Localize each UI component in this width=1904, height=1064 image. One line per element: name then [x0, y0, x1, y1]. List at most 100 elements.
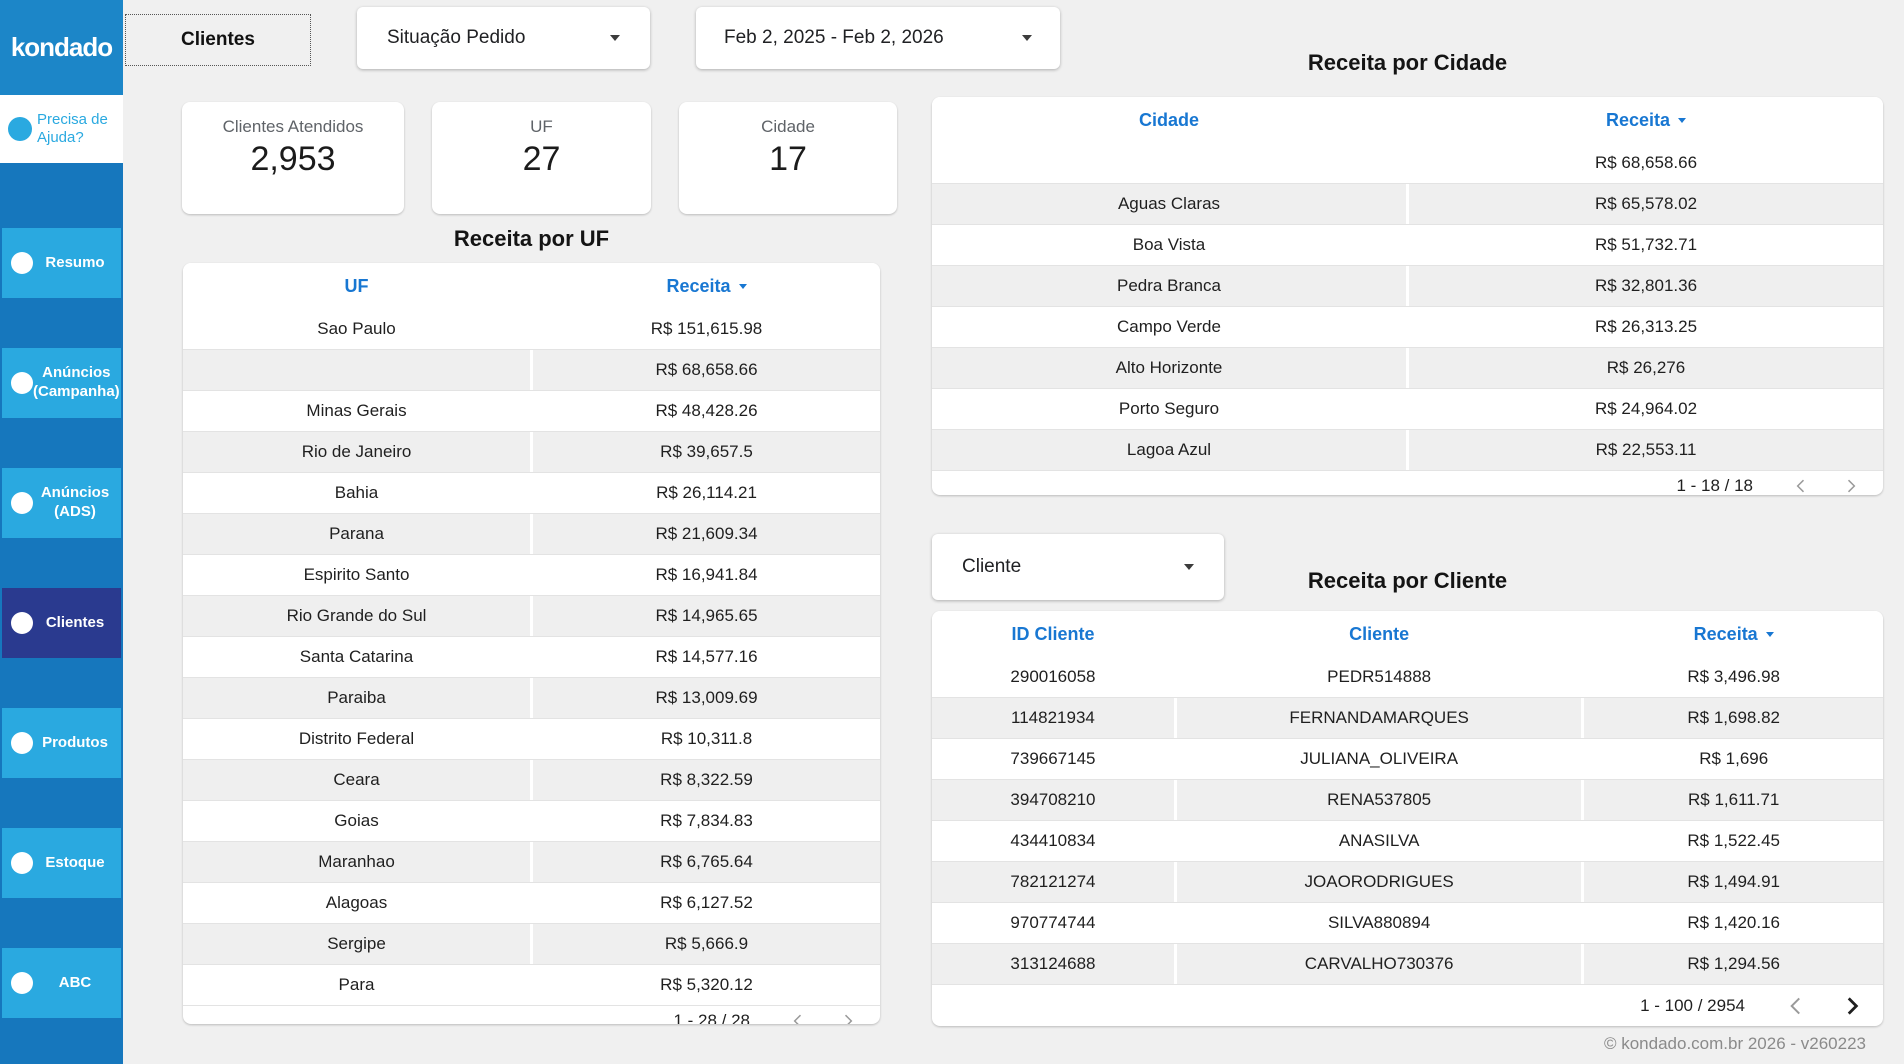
table-row: Minas Gerais R$ 48,428.26	[183, 390, 880, 431]
kondado-logo: kondado	[0, 0, 123, 95]
table-cell: R$ 6,765.64	[533, 842, 880, 882]
table-row: 434410834 ANASILVA R$ 1,522.45	[932, 820, 1883, 861]
column-header-cliente[interactable]: Cliente	[1177, 611, 1581, 657]
table-cell	[183, 350, 530, 390]
table-row: Paraiba R$ 13,009.69	[183, 677, 880, 718]
sidebar-item-label: Produtos	[42, 733, 108, 751]
table-cell: JOAORODRIGUES	[1176, 862, 1582, 902]
table-cell: R$ 3,496.98	[1687, 667, 1780, 686]
table-cell: Santa Catarina	[299, 647, 414, 666]
chevron-down-icon	[1184, 564, 1194, 570]
table-header-row: UF Receita	[183, 263, 880, 309]
table-row: Santa Catarina R$ 14,577.16	[183, 636, 880, 677]
bullet-icon	[11, 972, 33, 994]
next-page-button[interactable]	[1841, 476, 1861, 495]
table-row: Lagoa Azul R$ 22,553.11	[932, 429, 1883, 470]
column-header-receita[interactable]: Receita	[1409, 97, 1883, 143]
column-header-receita[interactable]: Receita	[533, 263, 880, 309]
table-cell: R$ 24,964.02	[1594, 399, 1698, 418]
cliente-filter-value: Cliente	[962, 556, 1022, 577]
column-header-label: Cliente	[1349, 623, 1410, 644]
sidebar-item-precisa-de-ajuda[interactable]: Precisa de Ajuda?	[0, 95, 123, 163]
table-row: 782121274 JOAORODRIGUES R$ 1,494.91	[932, 861, 1883, 902]
table-row: Parana R$ 21,609.34	[183, 513, 880, 554]
column-header-id-cliente[interactable]: ID Cliente	[932, 611, 1174, 657]
pagination-range: 1 - 100 / 2954	[1640, 995, 1745, 1015]
table-cell: R$ 10,311.8	[660, 729, 753, 748]
pagination-range: 1 - 28 / 28	[673, 1011, 750, 1024]
cliente-filter-dropdown[interactable]: Cliente	[932, 534, 1224, 600]
sidebar-item-estoque[interactable]: Estoque	[2, 828, 121, 898]
pagination: 1 - 100 / 2954	[932, 984, 1883, 1026]
chevron-down-icon	[610, 35, 620, 41]
prev-page-button[interactable]	[1783, 993, 1809, 1019]
table-cell: R$ 1,522.45	[1687, 831, 1780, 850]
table-row: Rio de Janeiro R$ 39,657.5	[183, 431, 880, 472]
table-cell: 434410834	[1010, 831, 1096, 850]
scorecard-label: UF	[530, 117, 553, 136]
column-header-cidade[interactable]: Cidade	[932, 97, 1406, 143]
next-page-button[interactable]	[1839, 993, 1865, 1019]
sidebar-item-produtos[interactable]: Produtos	[2, 708, 121, 778]
column-header-uf[interactable]: UF	[183, 263, 530, 309]
table-cell: R$ 26,313.25	[1594, 317, 1698, 336]
prev-page-button[interactable]	[1791, 476, 1811, 495]
table-cell: R$ 7,834.83	[660, 811, 753, 830]
cidade-table-title: Receita por Cidade	[1307, 50, 1508, 75]
table-cell: Pedra Branca	[932, 266, 1406, 306]
prev-page-button[interactable]	[788, 1011, 808, 1024]
sidebar-item-an-ncios-ads[interactable]: Anúncios (ADS)	[2, 468, 121, 538]
table-cell: JULIANA_OLIVEIRA	[1300, 749, 1459, 768]
table-cell: SILVA880894	[1327, 913, 1431, 932]
sidebar-item-label: Clientes	[45, 613, 105, 631]
table-cell: R$ 48,428.26	[655, 401, 758, 420]
table-cell: 739667145	[1010, 749, 1096, 768]
table-cell: R$ 22,553.11	[1409, 430, 1883, 470]
table-cell: Campo Verde	[1117, 317, 1221, 336]
column-header-label: Receita	[1693, 623, 1758, 644]
table-row: Pedra Branca R$ 32,801.36	[932, 265, 1883, 306]
sidebar-item-abc[interactable]: ABC	[2, 948, 121, 1018]
table-cell: Aguas Claras	[932, 184, 1406, 224]
table-cell: Porto Seguro	[1118, 399, 1220, 418]
table-cell: R$ 5,320.12	[660, 975, 753, 994]
table-row: Maranhao R$ 6,765.64	[183, 841, 880, 882]
sidebar-item-label: Estoque	[45, 853, 105, 871]
help-label: Precisa de Ajuda?	[37, 111, 108, 146]
table-row: 394708210 RENA537805 R$ 1,611.71	[932, 779, 1883, 820]
table-cell: Alto Horizonte	[932, 348, 1406, 388]
next-page-button[interactable]	[838, 1011, 858, 1024]
sidebar-item-an-ncios-campanha[interactable]: Anúncios (Campanha)	[2, 348, 121, 418]
table-row: Porto Seguro R$ 24,964.02	[932, 388, 1883, 429]
table-cell: PEDR514888	[1327, 667, 1432, 686]
table-cell: R$ 8,322.59	[533, 760, 880, 800]
table-cell: R$ 5,666.9	[533, 924, 880, 964]
situacao-pedido-dropdown[interactable]: Situação Pedido	[357, 7, 650, 69]
sidebar-item-label: Anúncios (ADS)	[40, 484, 110, 520]
situacao-pedido-value: Situação Pedido	[387, 27, 526, 48]
sidebar-item-resumo[interactable]: Resumo	[2, 228, 121, 298]
table-row: Alagoas R$ 6,127.52	[183, 882, 880, 923]
table-cell: Parana	[183, 514, 530, 554]
table-cell: Distrito Federal	[298, 729, 415, 748]
scorecard-label: Cidade	[761, 117, 815, 136]
table-cell: R$ 32,801.36	[1409, 266, 1883, 306]
sort-desc-icon	[738, 283, 747, 289]
table-header-row: Cidade Receita	[932, 97, 1883, 143]
table-cell: R$ 1,696	[1699, 749, 1769, 768]
date-range-picker[interactable]: Feb 2, 2025 - Feb 2, 2026	[696, 7, 1060, 69]
clientes-page-button[interactable]: Clientes	[125, 14, 311, 66]
receita-por-uf-table: UF Receita Sao Paulo R$ 151,615.98 R$ 68,658…	[183, 263, 880, 1024]
bullet-icon	[8, 117, 32, 141]
scorecard-value: 17	[769, 140, 807, 178]
table-row: Para R$ 5,320.12	[183, 964, 880, 1005]
sidebar-item-clientes[interactable]: Clientes	[2, 588, 121, 658]
table-header-row: ID Cliente Cliente Receita	[932, 611, 1883, 657]
table-row: Campo Verde R$ 26,313.25	[932, 306, 1883, 347]
column-header-receita[interactable]: Receita	[1584, 611, 1883, 657]
pagination: 1 - 18 / 18	[932, 470, 1883, 495]
table-cell: Para	[338, 975, 375, 994]
table-row: Ceara R$ 8,322.59	[183, 759, 880, 800]
pagination: 1 - 28 / 28	[183, 1005, 880, 1024]
